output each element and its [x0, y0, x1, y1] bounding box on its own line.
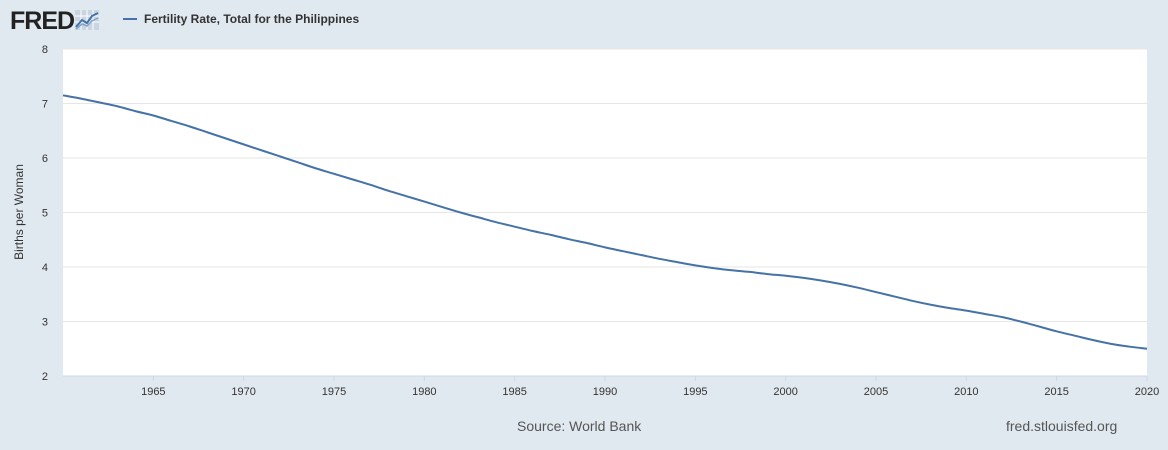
chart-header: FRED Fertility Rate, Total for the Phili… — [0, 0, 1168, 40]
fred-logo[interactable]: FRED — [10, 7, 100, 35]
x-tick-label: 1985 — [502, 386, 526, 398]
y-axis: 2 3 4 5 6 7 8 — [42, 44, 48, 383]
y-axis-title: Births per Woman — [12, 164, 26, 260]
legend-series-label: Fertility Rate, Total for the Philippine… — [144, 12, 360, 26]
y-tick-label: 5 — [42, 208, 48, 220]
y-tick-label: 4 — [42, 262, 48, 274]
x-tick-label: 1970 — [231, 386, 255, 398]
x-tick-label: 1990 — [593, 386, 617, 398]
x-tick-label: 2015 — [1044, 386, 1068, 398]
fred-logo-text: FRED — [10, 7, 75, 35]
x-tick-label: 1975 — [322, 386, 346, 398]
y-tick-label: 6 — [42, 153, 48, 165]
x-tick-label: 2000 — [773, 386, 797, 398]
x-tick-label: 1980 — [412, 386, 436, 398]
chart-legend[interactable]: Fertility Rate, Total for the Philippine… — [123, 12, 359, 26]
x-axis: 1965 1970 1975 1980 1985 1990 1995 2000 2005 2010… — [63, 375, 1159, 398]
x-tick-label: 1995 — [683, 386, 707, 398]
y-tick-label: 8 — [42, 44, 48, 56]
source-credit: Source: World Bank — [517, 418, 642, 434]
series-layer — [62, 94, 1148, 350]
x-tick-label: 1965 — [141, 386, 165, 398]
series-line[interactable] — [62, 94, 1148, 350]
legend-swatch — [123, 18, 137, 20]
y-tick-label: 2 — [42, 371, 48, 383]
trend-chart-icon — [75, 9, 100, 35]
gridlines — [63, 48, 1147, 322]
fred-site-link[interactable]: fred.stlouisfed.org — [1006, 418, 1118, 434]
y-tick-label: 3 — [42, 317, 48, 329]
y-tick-label: 7 — [42, 99, 48, 111]
x-tick-label: 2010 — [954, 386, 978, 398]
x-tick-label: 2005 — [864, 386, 888, 398]
x-tick-label: 2020 — [1135, 386, 1159, 398]
